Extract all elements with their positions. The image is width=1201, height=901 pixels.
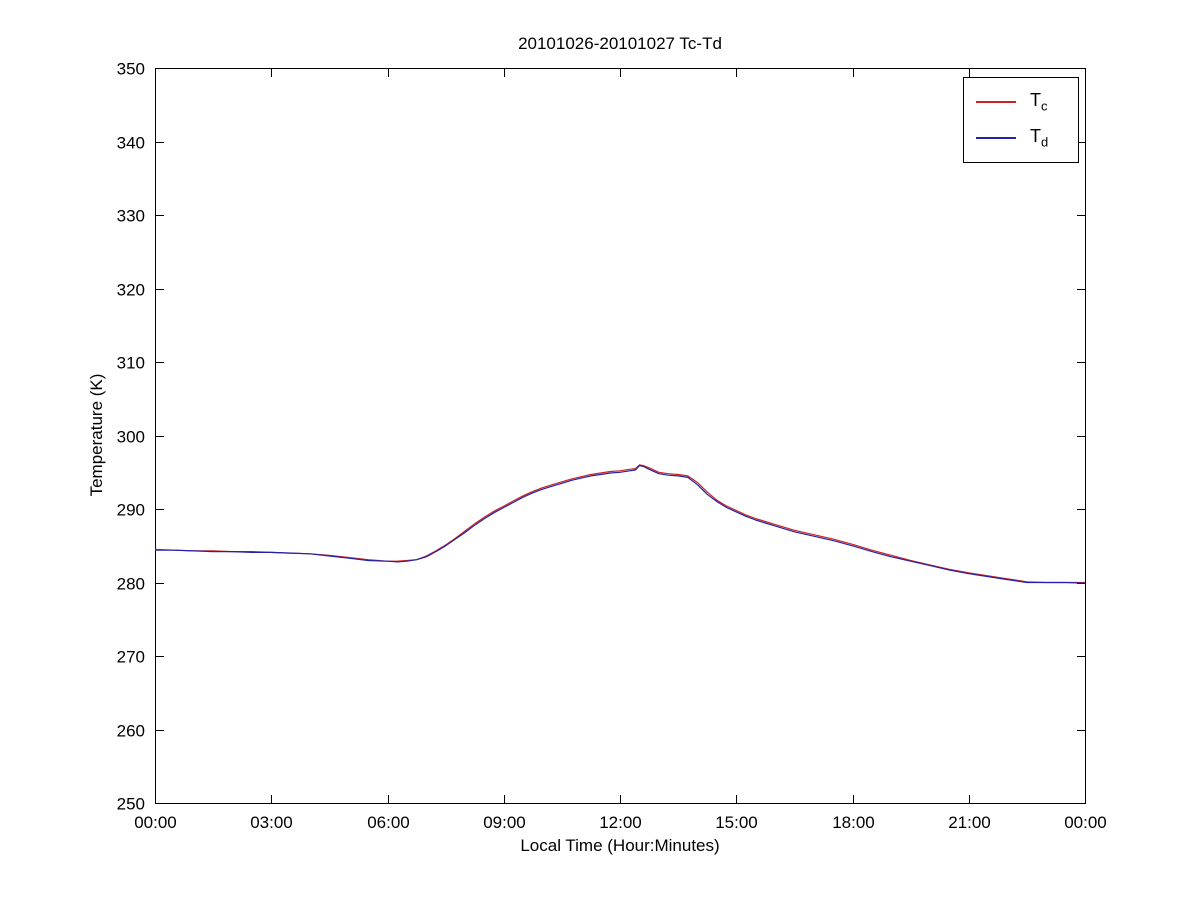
legend-entry-td: Td bbox=[964, 120, 1078, 156]
x-tick-label: 03:00 bbox=[250, 813, 293, 832]
y-tick-label: 310 bbox=[117, 354, 145, 373]
legend-label-tc: Tc bbox=[1030, 90, 1048, 114]
y-tick-label: 300 bbox=[117, 428, 145, 447]
axes-box bbox=[155, 68, 1086, 804]
y-tick-label: 250 bbox=[117, 795, 145, 814]
x-tick-label: 06:00 bbox=[367, 813, 410, 832]
x-tick-label: 00:00 bbox=[1064, 813, 1107, 832]
series-line-Tc bbox=[154, 464, 1085, 584]
chart-title: 20101026-20101027 Tc-Td bbox=[518, 34, 722, 53]
x-tick-label: 18:00 bbox=[832, 813, 875, 832]
x-axis-label: Local Time (Hour:Minutes) bbox=[520, 836, 720, 855]
y-tick-label: 290 bbox=[117, 501, 145, 520]
legend-line-sample-td bbox=[976, 137, 1016, 139]
legend: Tc Td bbox=[963, 77, 1079, 163]
series-line-Td bbox=[155, 465, 1086, 584]
y-tick-label: 320 bbox=[117, 281, 145, 300]
x-tick-label: 21:00 bbox=[948, 813, 991, 832]
x-tick-label: 12:00 bbox=[599, 813, 642, 832]
legend-line-sample-tc bbox=[976, 101, 1016, 103]
x-tick-label: 00:00 bbox=[134, 813, 177, 832]
legend-label-td: Td bbox=[1030, 126, 1049, 150]
legend-entry-tc: Tc bbox=[964, 84, 1078, 120]
x-tick-label: 09:00 bbox=[483, 813, 526, 832]
y-tick-label: 350 bbox=[117, 60, 145, 79]
y-tick-label: 330 bbox=[117, 207, 145, 226]
y-tick-label: 260 bbox=[117, 722, 145, 741]
y-tick-label: 280 bbox=[117, 575, 145, 594]
y-tick-label: 340 bbox=[117, 134, 145, 153]
x-tick-label: 15:00 bbox=[715, 813, 758, 832]
y-axis-label: Temperature (K) bbox=[87, 373, 106, 497]
y-tick-label: 270 bbox=[117, 648, 145, 667]
